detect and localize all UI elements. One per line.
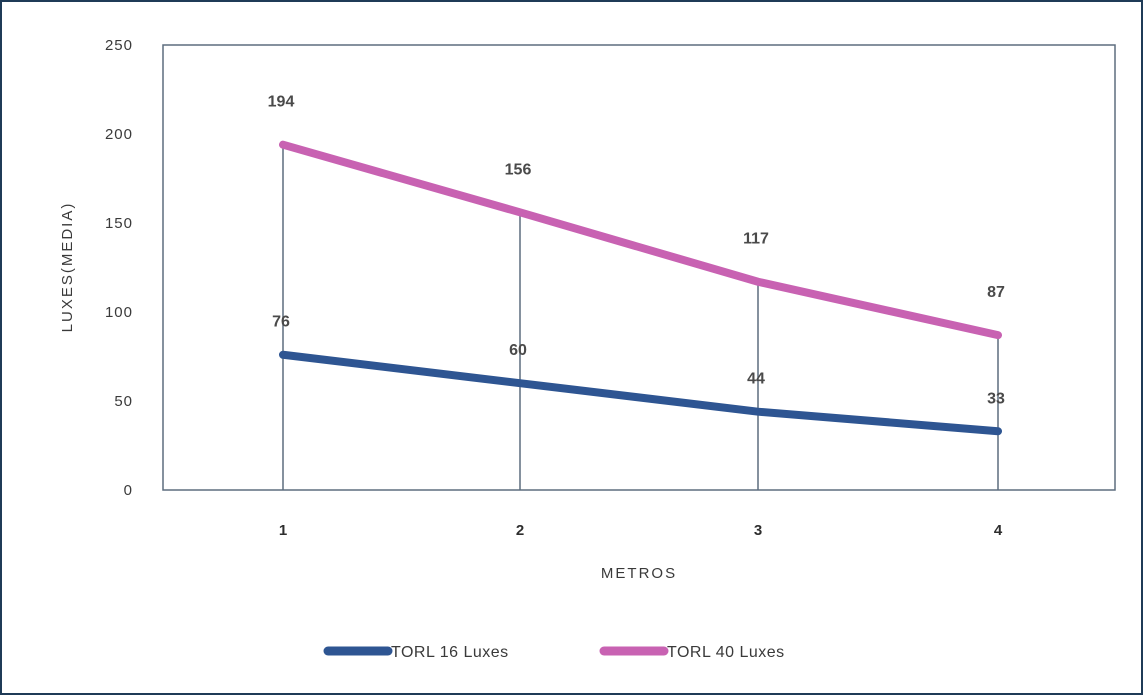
plot-area xyxy=(162,44,1116,491)
y-tick-label: 50 xyxy=(114,393,133,410)
data-label: 156 xyxy=(505,161,532,178)
x-tick-label: 4 xyxy=(994,522,1003,539)
legend-item: TORL 16 Luxes xyxy=(323,644,509,661)
y-tick-label: 200 xyxy=(105,126,133,143)
x-axis-title: METROS xyxy=(601,565,677,582)
y-axis-ticks: 0 50 100 150 200 250 xyxy=(105,37,133,499)
x-tick-label: 3 xyxy=(754,522,762,539)
data-label: 44 xyxy=(747,371,765,388)
y-tick-label: 100 xyxy=(105,304,133,321)
data-label: 60 xyxy=(509,342,527,359)
legend-label: TORL 16 Luxes xyxy=(391,644,509,661)
drop-lines xyxy=(282,144,999,490)
x-axis-ticks: 1 2 3 4 xyxy=(279,522,1003,539)
x-tick-label: 1 xyxy=(279,522,287,539)
data-label: 117 xyxy=(743,231,769,248)
y-axis-title: LUXES(MEDIA) xyxy=(59,202,76,333)
data-label: 76 xyxy=(272,314,290,331)
data-label: 87 xyxy=(987,284,1005,301)
data-label: 33 xyxy=(987,390,1005,407)
series-line xyxy=(279,140,1002,340)
legend: TORL 16 Luxes TORL 40 Luxes xyxy=(323,644,785,661)
y-tick-label: 250 xyxy=(105,37,133,54)
legend-label: TORL 40 Luxes xyxy=(667,644,785,661)
y-tick-label: 0 xyxy=(124,482,133,499)
legend-item: TORL 40 Luxes xyxy=(599,644,785,661)
series-lines xyxy=(279,140,1002,436)
y-tick-label: 150 xyxy=(105,215,133,232)
data-label: 194 xyxy=(268,94,295,111)
x-tick-label: 2 xyxy=(516,522,524,539)
series-line xyxy=(279,350,1002,436)
data-labels: 76 60 44 33 194 156 117 87 xyxy=(268,94,1005,408)
